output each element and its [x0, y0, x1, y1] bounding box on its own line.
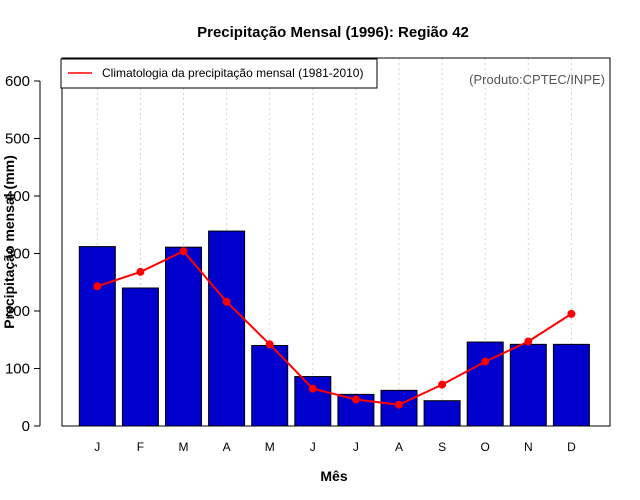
climatology-point-11 — [524, 337, 533, 346]
climatology-point-12 — [567, 309, 576, 318]
x-tick-label-2: F — [137, 440, 144, 454]
climatology-point-10 — [481, 357, 490, 366]
climatology-point-1 — [93, 282, 102, 291]
bar-5 — [251, 345, 289, 427]
chart-title: Precipitação Mensal (1996): Região 42 — [197, 24, 469, 41]
x-tick-label-4: A — [223, 440, 231, 454]
plot-frame — [61, 57, 611, 427]
x-tick-label-5: M — [265, 440, 275, 454]
y-tick-label-600: 600 — [5, 73, 30, 90]
x-tick-label-8: A — [395, 440, 403, 454]
y-tick-label-100: 100 — [5, 361, 30, 378]
bar-11 — [509, 343, 547, 427]
climatology-point-5 — [265, 340, 274, 349]
bar-9 — [423, 400, 461, 427]
x-tick-label-9: S — [438, 440, 446, 454]
bar-6 — [294, 376, 332, 427]
product-credit: (Produto:CPTEC/INPE) — [469, 72, 605, 87]
y-tick-label-400: 400 — [5, 188, 30, 205]
y-tick-label-200: 200 — [5, 303, 30, 320]
bar-4 — [208, 230, 246, 427]
climatology-point-3 — [179, 247, 188, 256]
climatology-point-6 — [308, 384, 317, 393]
bar-1 — [78, 246, 116, 427]
bar-series — [78, 230, 590, 427]
y-tick-label-300: 300 — [5, 246, 30, 263]
y-tick-label-0: 0 — [22, 418, 30, 435]
legend: Climatologia da precipitação mensal (198… — [60, 58, 378, 89]
climatology-point-9 — [438, 380, 447, 389]
bar-3 — [165, 246, 202, 427]
x-tick-label-6: J — [310, 440, 316, 454]
x-tick-label-11: N — [524, 440, 533, 454]
legend-entry-climatology: Climatologia da precipitação mensal (198… — [102, 66, 363, 80]
x-axis-label: Mês — [320, 468, 347, 484]
climatology-point-8 — [395, 400, 403, 409]
bar-2 — [121, 287, 159, 427]
x-tick-label-12: D — [567, 440, 576, 454]
climatology-line-series — [93, 247, 576, 409]
bar-12 — [552, 343, 590, 427]
y-axis-label: Precipitação mensal (mm) — [1, 155, 17, 329]
x-tick-label-3: M — [179, 440, 189, 454]
climatology-point-2 — [136, 267, 145, 276]
climatology-point-4 — [222, 297, 231, 306]
x-tick-label-1: J — [94, 440, 100, 454]
x-tick-label-7: J — [353, 440, 359, 454]
legend-box — [60, 58, 378, 89]
x-tick-label-10: O — [481, 440, 490, 454]
y-tick-label-500: 500 — [5, 131, 30, 148]
climatology-point-7 — [351, 395, 360, 404]
climatology-line — [96, 249, 572, 406]
y-axis: 0 100 200 300 400 500 600 — [5, 73, 41, 435]
